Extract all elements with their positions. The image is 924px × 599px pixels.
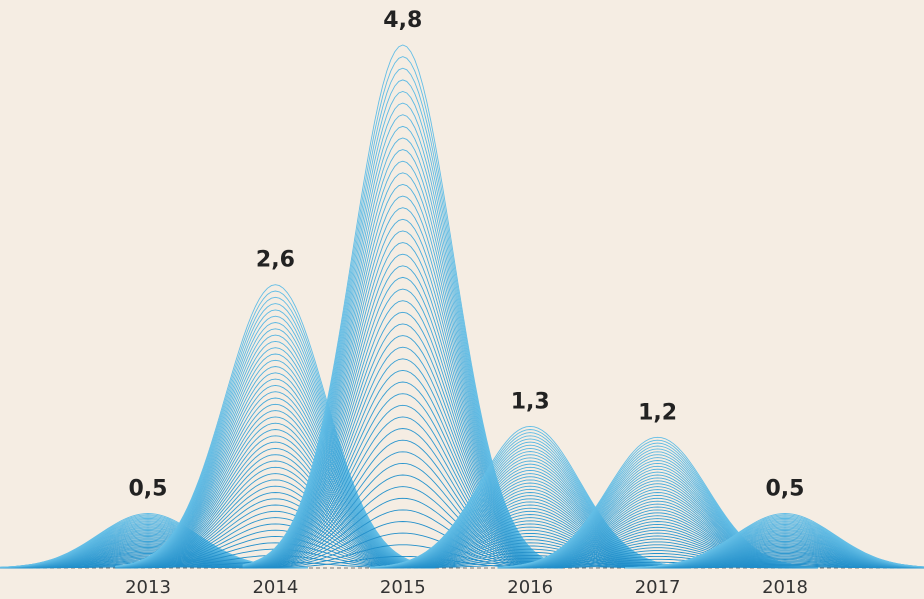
curve-line — [115, 384, 436, 568]
curve-line — [370, 425, 691, 568]
curve-line — [115, 391, 436, 568]
curve-line — [115, 397, 436, 568]
value-label: 2,6 — [256, 248, 295, 273]
curve-line — [115, 309, 436, 567]
value-label: 1,3 — [511, 389, 550, 414]
curve-line — [115, 366, 436, 568]
curve-line — [115, 479, 436, 568]
curve-line — [115, 447, 436, 568]
curve-line — [242, 532, 563, 569]
curve-line — [242, 184, 563, 567]
curve-line — [115, 284, 436, 567]
curve-line — [242, 451, 563, 568]
curve-line — [242, 137, 563, 566]
x-tick-label: 2016 — [507, 577, 553, 598]
curve-line — [115, 517, 436, 569]
curve-line — [115, 454, 436, 568]
value-label: 0,5 — [129, 477, 168, 502]
curve-line — [242, 300, 563, 567]
curve-line — [624, 513, 924, 569]
curve-line — [242, 358, 563, 568]
curve-line — [242, 218, 563, 567]
curve-line — [242, 416, 563, 568]
curve-line — [242, 381, 563, 568]
curve-line — [115, 435, 436, 568]
curve-line — [115, 536, 436, 569]
curve-line — [242, 253, 563, 567]
curve-line — [242, 102, 563, 566]
curve-line — [242, 404, 563, 568]
curve-line — [115, 422, 436, 568]
curve-line — [242, 125, 563, 566]
curve-line — [242, 242, 563, 567]
curve-line — [242, 160, 563, 567]
curve-line — [242, 265, 563, 567]
curve-line — [115, 410, 436, 568]
curve-line — [115, 485, 436, 568]
x-tick-label: 2015 — [380, 577, 426, 598]
curve-line — [242, 276, 563, 567]
curve-line — [115, 416, 436, 568]
value-label: 0,5 — [766, 477, 805, 502]
curve-line — [242, 335, 563, 568]
curve-line — [115, 492, 436, 568]
curve-line — [115, 378, 436, 568]
curve-line — [242, 79, 563, 566]
x-tick-label: 2014 — [252, 577, 298, 598]
curve-line — [242, 56, 563, 566]
curve-line — [115, 498, 436, 569]
curve-line — [242, 497, 563, 569]
x-tick-label: 2018 — [762, 577, 808, 598]
curve-line — [115, 542, 436, 569]
x-tick-label: 2017 — [635, 577, 681, 598]
value-label: 1,2 — [638, 400, 677, 425]
curve-line — [242, 44, 563, 566]
curve-line — [115, 523, 436, 569]
curve-line — [115, 372, 436, 568]
bell-curve — [624, 513, 924, 569]
curve-line — [242, 439, 563, 568]
curve-line — [242, 323, 563, 567]
curve-line — [242, 462, 563, 568]
curve-line — [115, 441, 436, 568]
x-tick-label: 2013 — [125, 577, 171, 598]
value-label: 4,8 — [383, 8, 422, 33]
curve-line — [242, 521, 563, 569]
curve-line — [115, 347, 436, 568]
curve-line — [115, 504, 436, 569]
curve-line — [115, 429, 436, 568]
curve-line — [115, 403, 436, 568]
curve-line — [115, 529, 436, 569]
curve-line — [242, 195, 563, 567]
curve-line — [115, 473, 436, 568]
curve-line — [115, 510, 436, 569]
curve-line — [115, 353, 436, 568]
curve-line — [242, 114, 563, 566]
curve-line — [242, 474, 563, 568]
curve-line — [242, 393, 563, 568]
